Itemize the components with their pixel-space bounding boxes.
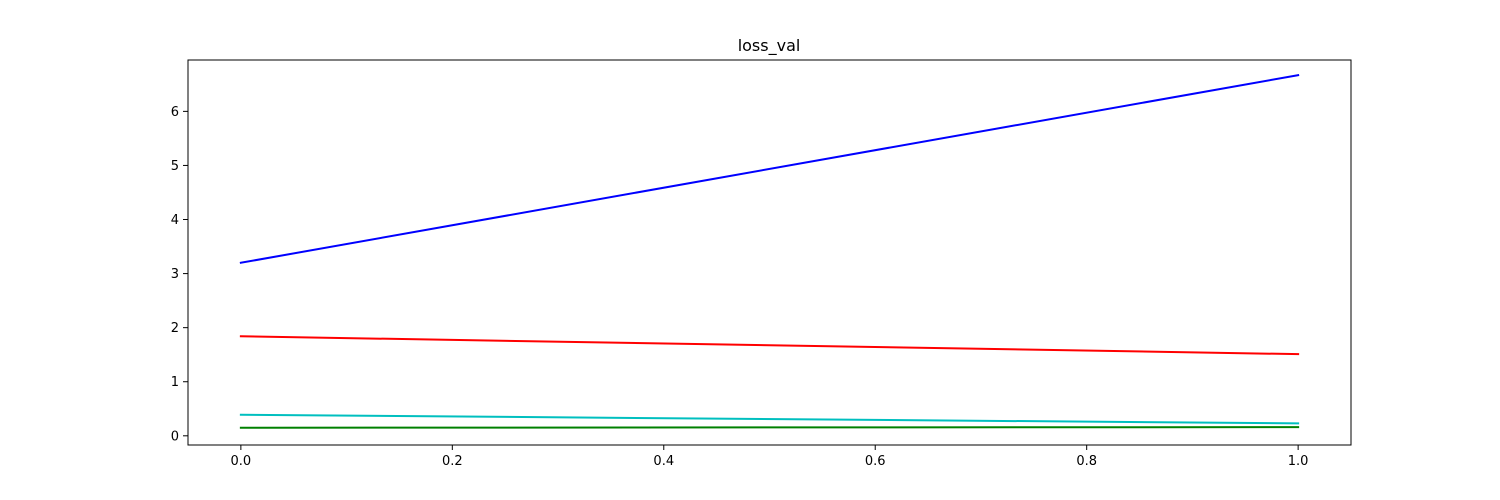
plot-area-frame <box>187 59 1352 446</box>
series-line-4 <box>239 426 1300 429</box>
series-line-1 <box>239 73 1300 264</box>
x-tick-label: 0.0 <box>231 454 252 469</box>
x-tick-label: 0.8 <box>1076 454 1097 469</box>
y-tick-label: 3 <box>171 267 179 282</box>
x-axis: 0.0 0.2 0.4 0.6 0.8 1.0 <box>231 445 1309 469</box>
y-tick-label: 1 <box>171 375 179 390</box>
x-tick-label: 0.2 <box>442 454 463 469</box>
x-tick-label: 0.4 <box>653 454 674 469</box>
chart-title: loss_val <box>738 36 801 56</box>
y-tick-label: 5 <box>171 159 179 174</box>
y-tick-label: 2 <box>171 321 179 336</box>
y-tick-label: 6 <box>171 105 179 120</box>
x-tick-label: 1.0 <box>1288 454 1309 469</box>
y-axis: 0 1 2 3 4 5 6 <box>171 105 188 444</box>
series-layer <box>239 73 1300 429</box>
series-line-2 <box>239 335 1300 356</box>
y-tick-label: 4 <box>171 213 179 228</box>
y-tick-label: 0 <box>171 429 179 444</box>
series-line-3 <box>239 413 1300 425</box>
x-tick-label: 0.6 <box>865 454 886 469</box>
